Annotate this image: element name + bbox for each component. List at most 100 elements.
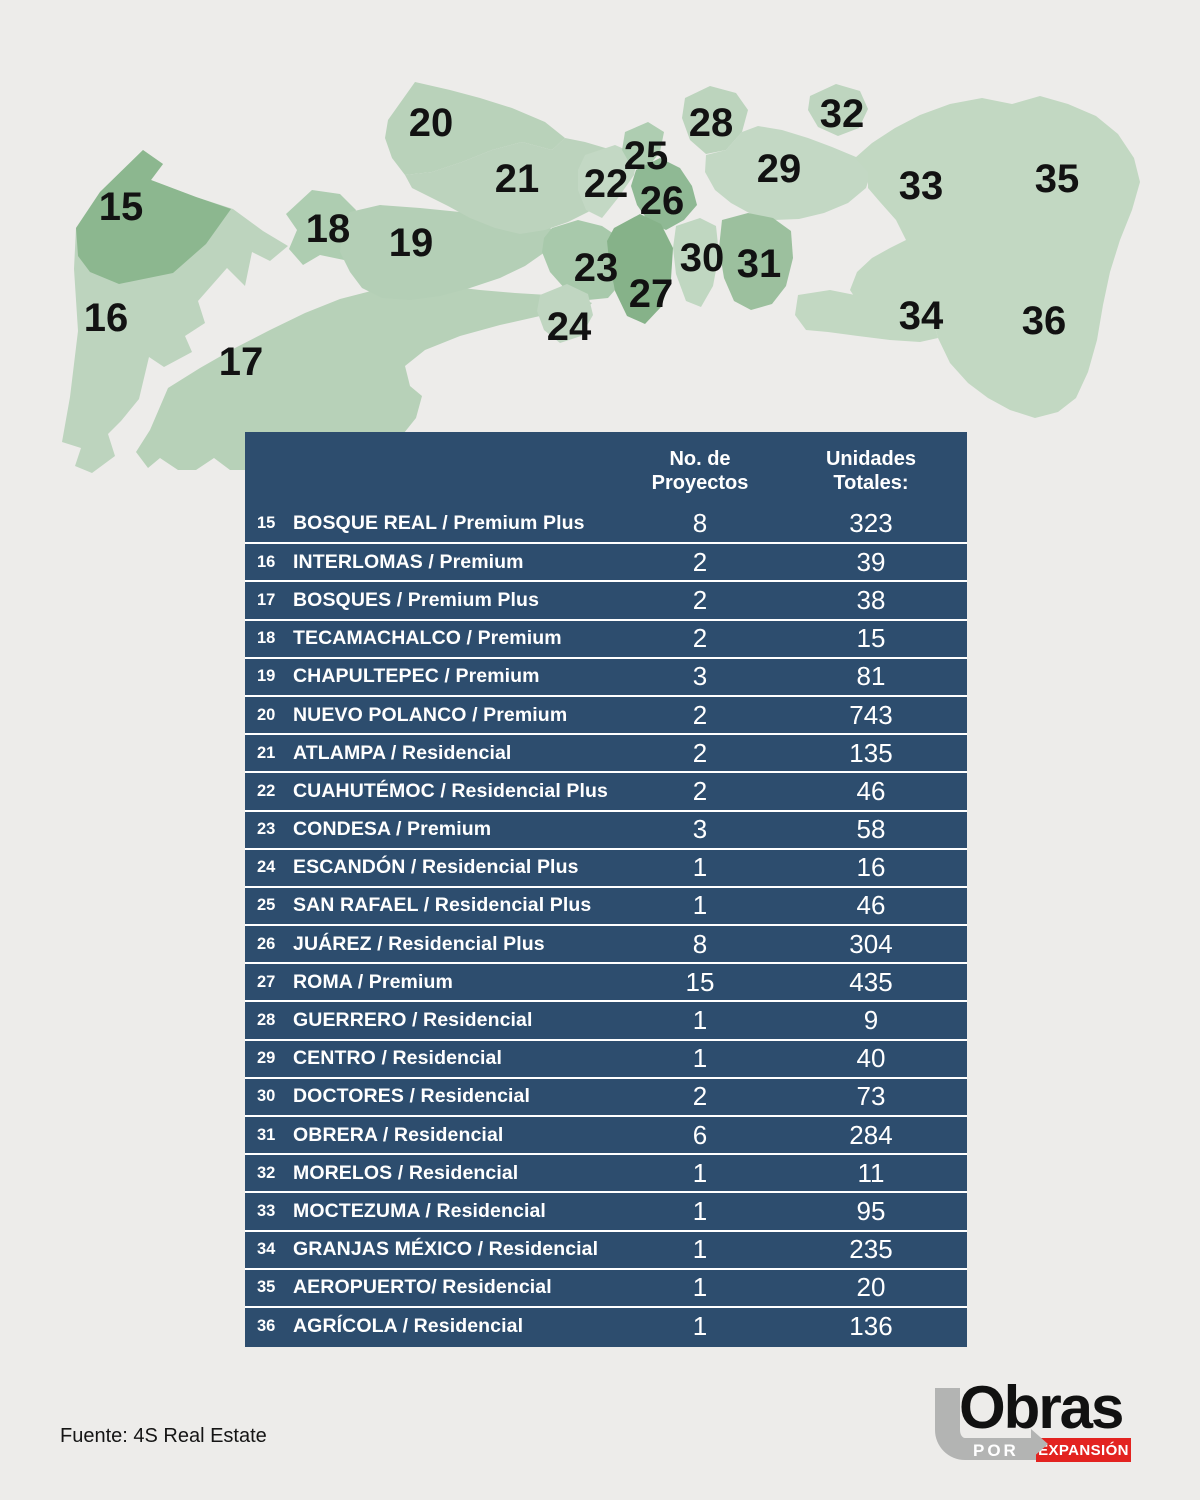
region-23-label: 23 xyxy=(574,246,619,290)
region-25-label: 25 xyxy=(624,134,669,178)
region-20-shape xyxy=(385,82,565,175)
region-16-label: 16 xyxy=(84,296,129,340)
row-projects-value: 1 xyxy=(692,1234,708,1265)
region-35-label: 35 xyxy=(1035,157,1080,201)
row-colonia-name: GRANJAS MÉXICO / Residencial xyxy=(293,1238,599,1261)
row-projects-value: 3 xyxy=(692,661,708,692)
col-header-projects: No. de Proyectos xyxy=(651,447,749,494)
row-projects-value: 1 xyxy=(692,1005,708,1036)
row-colonia-name: OBRERA / Residencial xyxy=(293,1123,504,1146)
region-15-label: 15 xyxy=(99,185,144,229)
region-36-label: 36 xyxy=(1022,299,1067,343)
table-body: 15 BOSQUE REAL / Premium Plus 8 323 16 I… xyxy=(245,504,967,1344)
row-projects-value: 1 xyxy=(692,1043,708,1074)
row-number: 19 xyxy=(257,667,276,686)
row-units-value: 20 xyxy=(856,1272,886,1303)
row-projects-value: 1 xyxy=(692,1272,708,1303)
row-colonia-name: SAN RAFAEL / Residencial Plus xyxy=(293,894,592,917)
obras-expansion-logo: Obras POR EXPANSIÓN xyxy=(933,1378,1139,1464)
row-number: 36 xyxy=(257,1316,276,1335)
row-units-value: 58 xyxy=(856,814,886,845)
region-33-label: 33 xyxy=(899,164,944,208)
row-projects-value: 2 xyxy=(692,775,708,806)
region-28-shape xyxy=(682,86,748,154)
row-projects-value: 2 xyxy=(692,546,708,577)
table-row: 22 CUAHUTÉMOC / Residencial Plus 2 46 xyxy=(245,771,967,809)
row-units-value: 46 xyxy=(856,890,886,921)
row-projects-value: 8 xyxy=(692,928,708,959)
region-22-label: 22 xyxy=(584,162,629,206)
row-colonia-name: AGRÍCOLA / Residencial xyxy=(293,1314,524,1337)
region-27-shape xyxy=(607,214,673,324)
table-row: 16 INTERLOMAS / Premium 2 39 xyxy=(245,542,967,580)
row-units-value: 16 xyxy=(856,852,886,883)
region-32-label: 32 xyxy=(820,92,865,136)
region-21-shape xyxy=(405,138,628,234)
row-projects-value: 15 xyxy=(685,966,715,997)
row-number: 24 xyxy=(257,858,276,877)
row-number: 32 xyxy=(257,1163,276,1182)
table-row: 17 BOSQUES / Premium Plus 2 38 xyxy=(245,580,967,618)
row-units-value: 39 xyxy=(856,546,886,577)
region-22-shape xyxy=(578,145,638,218)
row-number: 23 xyxy=(257,820,276,839)
row-colonia-name: INTERLOMAS / Premium xyxy=(293,550,524,573)
row-number: 21 xyxy=(257,743,276,762)
table-row: 21 ATLAMPA / Residencial 2 135 xyxy=(245,733,967,771)
row-colonia-name: AEROPUERTO/ Residencial xyxy=(293,1276,552,1299)
row-units-value: 11 xyxy=(857,1157,885,1188)
region-15-shape xyxy=(76,150,231,284)
region-30-label: 30 xyxy=(680,236,725,280)
row-colonia-name: MOCTEZUMA / Residencial xyxy=(293,1199,546,1222)
row-colonia-name: ATLAMPA / Residencial xyxy=(293,741,512,764)
table-row: 28 GUERRERO / Residencial 1 9 xyxy=(245,1000,967,1038)
row-units-value: 323 xyxy=(849,507,893,538)
region-19-label: 19 xyxy=(389,221,434,265)
row-number: 27 xyxy=(257,972,276,991)
logo-arrowhead-icon xyxy=(1031,1429,1048,1459)
row-projects-value: 2 xyxy=(692,623,708,654)
row-units-value: 135 xyxy=(849,737,893,768)
region-28-label: 28 xyxy=(689,101,734,145)
row-number: 28 xyxy=(257,1011,276,1030)
table-row: 30 DOCTORES / Residencial 2 73 xyxy=(245,1076,967,1115)
row-units-value: 435 xyxy=(849,966,893,997)
map-regions xyxy=(62,82,1140,473)
row-projects-value: 2 xyxy=(692,584,708,615)
row-colonia-name: NUEVO POLANCO / Premium xyxy=(293,703,568,726)
region-17-label: 17 xyxy=(219,340,264,384)
row-units-value: 743 xyxy=(849,699,893,730)
row-colonia-name: ROMA / Premium xyxy=(293,970,453,993)
region-32-shape xyxy=(808,84,868,136)
row-projects-value: 1 xyxy=(692,1310,708,1341)
row-colonia-name: CENTRO / Residencial xyxy=(293,1047,502,1070)
row-colonia-name: CUAHUTÉMOC / Residencial Plus xyxy=(293,779,608,802)
region-21-label: 21 xyxy=(495,157,540,201)
row-colonia-name: BOSQUES / Premium Plus xyxy=(293,588,540,611)
row-number: 25 xyxy=(257,896,276,915)
region-34-label: 34 xyxy=(899,294,944,338)
region-24-shape xyxy=(537,284,593,343)
region-31-shape xyxy=(719,213,793,310)
table-header: No. de Proyectos Unidades Totales: xyxy=(245,432,967,504)
region-29-label: 29 xyxy=(757,147,802,191)
row-colonia-name: DOCTORES / Residencial xyxy=(293,1085,530,1108)
data-table-panel: No. de Proyectos Unidades Totales: 15 BO… xyxy=(245,432,967,1347)
row-number: 18 xyxy=(257,629,276,648)
region-24-label: 24 xyxy=(547,305,592,349)
row-number: 35 xyxy=(257,1278,276,1297)
row-number: 26 xyxy=(257,934,276,953)
region-33-35-36-shape xyxy=(850,96,1140,418)
row-units-value: 46 xyxy=(856,775,886,806)
logo-expansion-badge: EXPANSIÓN xyxy=(1036,1438,1131,1462)
row-projects-value: 1 xyxy=(692,890,708,921)
table-row: 20 NUEVO POLANCO / Premium 2 743 xyxy=(245,694,967,733)
table-row: 25 SAN RAFAEL / Residencial Plus 1 46 xyxy=(245,885,967,924)
row-units-value: 81 xyxy=(856,661,886,692)
row-units-value: 40 xyxy=(856,1043,886,1074)
table-row: 27 ROMA / Premium 15 435 xyxy=(245,962,967,1000)
row-projects-value: 2 xyxy=(692,1081,708,1112)
row-number: 30 xyxy=(257,1087,276,1106)
table-row: 15 BOSQUE REAL / Premium Plus 8 323 xyxy=(245,504,967,542)
